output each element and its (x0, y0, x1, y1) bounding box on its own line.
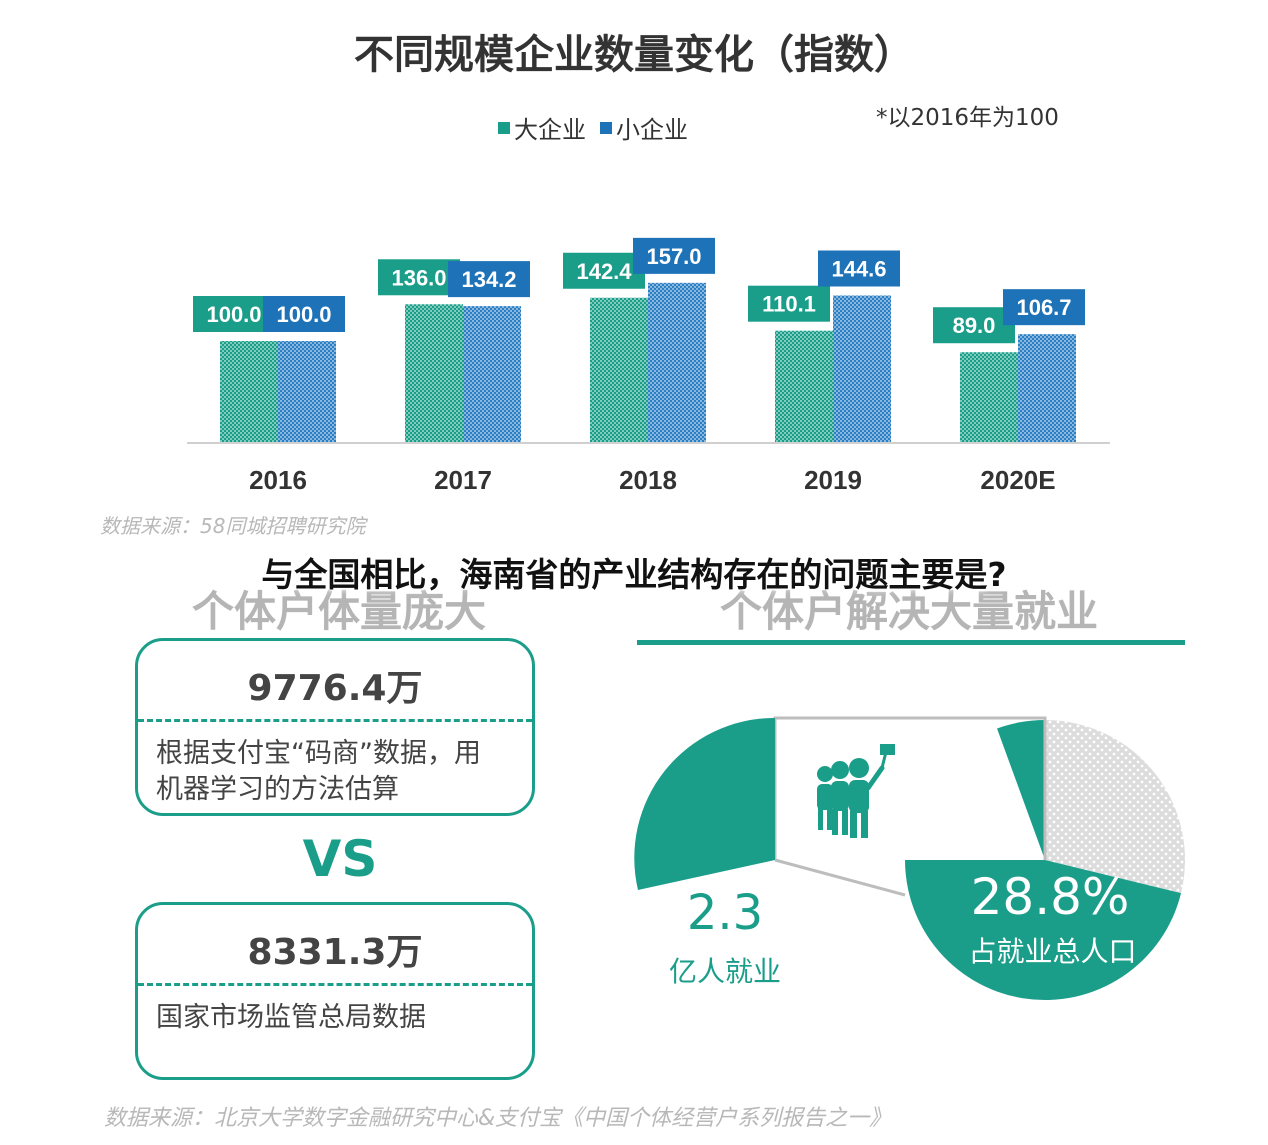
data-label-bg (933, 307, 1015, 344)
data-label: 136.0 (391, 265, 446, 290)
data-label: 134.2 (461, 267, 516, 292)
estimate-card-samr: 8331.3万 国家市场监管总局数据 (135, 902, 535, 1080)
overlay-question: 与全国相比，海南省的产业结构存在的问题主要是? (261, 555, 1007, 594)
employed-value: 2.3 (686, 885, 764, 941)
card-desc-line: 机器学习的方法估算 (156, 774, 399, 805)
card-description: 根据支付宝“码商”数据，用 机器学习的方法估算 (138, 722, 532, 808)
card-desc-line: 根据支付宝“码商”数据，用 (156, 738, 481, 769)
employed-label: 亿人就业 (668, 955, 781, 988)
data-label: 142.4 (576, 259, 632, 284)
card-value: 8331.3万 (247, 932, 423, 973)
legend-label-large: 大企业 (514, 116, 586, 144)
bar-large-2020E (960, 352, 1018, 443)
chart-note: *以2016年为100 (876, 105, 1059, 131)
legend-label-small: 小企业 (616, 116, 688, 144)
data-label-bg (378, 259, 460, 296)
x-tick-label: 2019 (804, 465, 862, 495)
chart-legend: 大企业 小企业 (498, 110, 688, 145)
bar-large-2017 (405, 304, 463, 443)
bar-small-2017 (463, 306, 521, 443)
bar-large-2019 (775, 330, 833, 443)
card-description: 国家市场监管总局数据 (138, 986, 532, 1036)
bar-small-2019 (833, 295, 891, 443)
x-tick-label: 2017 (434, 465, 492, 495)
infographic-source: 数据来源：北京大学数字金融研究中心&支付宝《中国个体经营户系列报告之一》 (104, 1106, 892, 1131)
data-label: 106.7 (1016, 295, 1071, 320)
card-divider (138, 983, 532, 986)
vs-label: VS (302, 830, 378, 888)
right-title-underline (637, 640, 1185, 645)
data-label: 110.1 (762, 292, 816, 317)
employment-share-value: 28.8% (970, 868, 1130, 926)
card-value: 9776.4万 (247, 668, 423, 709)
people-with-flag-icon (817, 744, 895, 838)
pie-outline (774, 858, 906, 897)
chart-title: 不同规模企业数量变化（指数） (354, 32, 914, 78)
pie-slice-rest-left (634, 717, 775, 890)
right-panel-title: 个体户解决大量就业 (720, 587, 1099, 636)
pie-slice-share (1045, 720, 1185, 894)
legend-swatch-small (600, 121, 612, 134)
bar-small-2016 (278, 341, 336, 443)
employment-share-label: 占就业总人口 (968, 935, 1137, 968)
x-tick-label: 2020E (980, 465, 1055, 495)
data-label: 89.0 (953, 313, 996, 338)
card-desc-line: 国家市场监管总局数据 (156, 1002, 426, 1033)
data-label-bg (563, 252, 645, 289)
data-label-bg (193, 296, 275, 332)
x-tick-label: 2018 (619, 465, 677, 495)
bar-large-2016 (220, 341, 278, 443)
left-panel-title: 个体户体量庞大 (192, 587, 487, 636)
legend-item-large: 大企业 (498, 110, 586, 145)
bar-chart: 100.0 100.0 136.0 134.2 142.4 157.0 110.1 144.6… (187, 237, 1110, 495)
bar-large-2018 (590, 297, 648, 443)
estimate-card-alipay: 9776.4万 根据支付宝“码商”数据，用 机器学习的方法估算 (135, 638, 535, 816)
chart-source: 数据来源：58同城招聘研究院 (100, 514, 366, 538)
data-label: 144.6 (831, 257, 886, 282)
card-divider (138, 719, 532, 722)
employment-pie-chart (634, 716, 1185, 1000)
data-label: 100.0 (206, 302, 261, 327)
bar-small-2018 (648, 282, 706, 443)
data-label-bg (748, 285, 830, 322)
data-label-bg (263, 296, 345, 332)
legend-item-small: 小企业 (600, 110, 688, 145)
data-label: 157.0 (646, 244, 701, 269)
legend-swatch-large (498, 121, 510, 134)
data-label-bg (448, 261, 530, 298)
data-label-bg (818, 250, 900, 287)
data-label-bg (633, 237, 715, 274)
x-tick-label: 2016 (249, 465, 307, 495)
bar-small-2020E (1018, 334, 1076, 443)
data-label: 100.0 (276, 302, 331, 327)
data-label-bg (1003, 289, 1085, 326)
